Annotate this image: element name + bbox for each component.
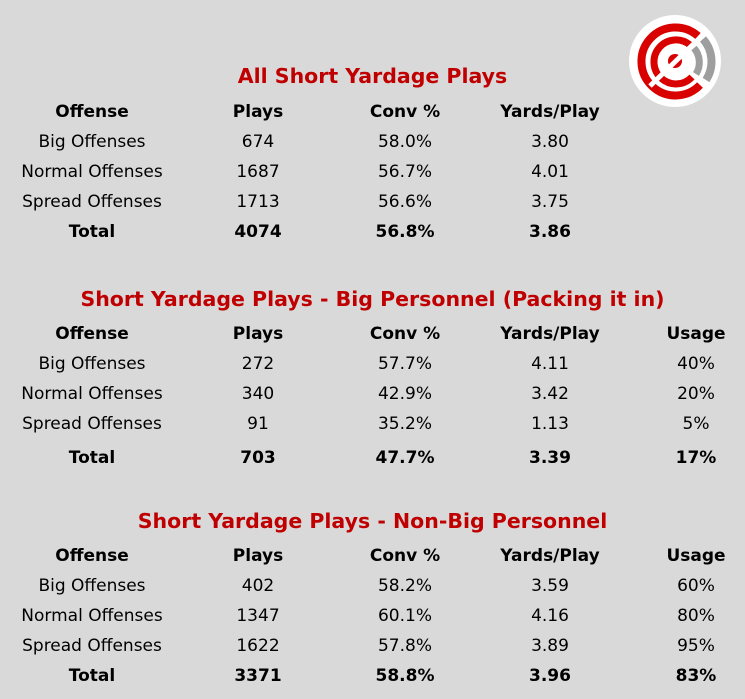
offense-cell: Spread Offenses [22, 414, 162, 434]
usage-cell: 20% [677, 384, 715, 404]
table-row: Big Offenses 272 57.7% 4.11 40% [0, 354, 745, 384]
col-ypp-header: Yards/Play [500, 546, 600, 566]
section-title-all: All Short Yardage Plays [237, 64, 508, 88]
ypp-cell: 3.80 [531, 132, 569, 152]
table-row: Normal Offenses 1687 56.7% 4.01 [0, 162, 745, 192]
ypp-cell: 4.01 [531, 162, 569, 182]
plays-cell: 3371 [234, 666, 282, 686]
col-plays-header: Plays [232, 324, 284, 344]
plays-cell: 703 [240, 448, 276, 468]
table-row: Spread Offenses 91 35.2% 1.13 5% [0, 414, 745, 444]
conv-cell: 56.6% [377, 192, 433, 212]
table-row: Big Offenses 674 58.0% 3.80 [0, 132, 745, 162]
table-header-row: Offense Plays Conv % Yards/Play Usage [0, 546, 745, 576]
plays-cell: 4074 [234, 222, 282, 242]
table-row: Normal Offenses 1347 60.1% 4.16 80% [0, 606, 745, 636]
conv-cell: 35.2% [377, 414, 433, 434]
col-plays-header: Plays [232, 546, 284, 566]
plays-cell: 674 [241, 132, 275, 152]
plays-cell: 1347 [236, 606, 280, 626]
ypp-cell: 1.13 [531, 414, 569, 434]
total-row: Total 3371 58.8% 3.96 83% [0, 666, 745, 696]
plays-cell: 1622 [236, 636, 280, 656]
usage-cell: 95% [677, 636, 715, 656]
offense-cell: Spread Offenses [22, 636, 162, 656]
col-plays-header: Plays [232, 102, 284, 122]
offense-cell: Spread Offenses [22, 192, 162, 212]
section-title-non-big-personnel: Short Yardage Plays - Non-Big Personnel [137, 509, 608, 533]
conv-cell: 56.8% [375, 222, 435, 242]
ypp-cell: 3.59 [531, 576, 569, 596]
plays-cell: 402 [241, 576, 275, 596]
offense-cell: Total [68, 222, 116, 242]
section-title-big-personnel: Short Yardage Plays - Big Personnel (Pac… [80, 287, 665, 311]
ypp-cell: 4.16 [531, 606, 569, 626]
conv-cell: 58.0% [377, 132, 433, 152]
offense-cell: Big Offenses [38, 132, 146, 152]
ypp-cell: 3.96 [529, 666, 571, 686]
col-offense-header: Offense [55, 546, 129, 566]
col-offense-header: Offense [55, 324, 129, 344]
conv-cell: 58.8% [375, 666, 435, 686]
usage-cell: 5% [682, 414, 710, 434]
table-row: Big Offenses 402 58.2% 3.59 60% [0, 576, 745, 606]
ypp-cell: 3.42 [531, 384, 569, 404]
conv-cell: 58.2% [377, 576, 433, 596]
table-row: Spread Offenses 1622 57.8% 3.89 95% [0, 636, 745, 666]
target-logo-icon [628, 14, 722, 108]
total-row: Total 4074 56.8% 3.86 [0, 222, 745, 252]
table-row: Spread Offenses 1713 56.6% 3.75 [0, 192, 745, 222]
col-conv-header: Conv % [369, 546, 441, 566]
table-header-row: Offense Plays Conv % Yards/Play [0, 102, 745, 132]
offense-cell: Big Offenses [38, 354, 146, 374]
col-ypp-header: Yards/Play [500, 324, 600, 344]
plays-cell: 272 [241, 354, 275, 374]
offense-cell: Normal Offenses [21, 606, 163, 626]
col-conv-header: Conv % [369, 102, 441, 122]
col-usage-header: Usage [666, 546, 726, 566]
offense-cell: Total [68, 448, 116, 468]
ypp-cell: 3.75 [531, 192, 569, 212]
offense-cell: Normal Offenses [21, 162, 163, 182]
usage-cell: 17% [675, 448, 717, 468]
ypp-cell: 3.39 [529, 448, 571, 468]
col-usage-header: Usage [666, 324, 726, 344]
plays-cell: 91 [247, 414, 269, 434]
usage-cell: 80% [677, 606, 715, 626]
plays-cell: 340 [241, 384, 275, 404]
usage-cell: 83% [675, 666, 717, 686]
col-offense-header: Offense [55, 102, 129, 122]
table-row: Normal Offenses 340 42.9% 3.42 20% [0, 384, 745, 414]
offense-cell: Normal Offenses [21, 384, 163, 404]
plays-cell: 1687 [236, 162, 280, 182]
usage-cell: 40% [677, 354, 715, 374]
conv-cell: 60.1% [377, 606, 433, 626]
conv-cell: 56.7% [377, 162, 433, 182]
offense-cell: Total [68, 666, 116, 686]
conv-cell: 57.8% [377, 636, 433, 656]
col-conv-header: Conv % [369, 324, 441, 344]
ypp-cell: 3.86 [529, 222, 571, 242]
total-row: Total 703 47.7% 3.39 17% [0, 448, 745, 478]
ypp-cell: 4.11 [531, 354, 569, 374]
conv-cell: 42.9% [377, 384, 433, 404]
plays-cell: 1713 [236, 192, 280, 212]
col-ypp-header: Yards/Play [500, 102, 600, 122]
offense-cell: Big Offenses [38, 576, 146, 596]
ypp-cell: 3.89 [531, 636, 569, 656]
conv-cell: 47.7% [375, 448, 435, 468]
conv-cell: 57.7% [377, 354, 433, 374]
usage-cell: 60% [677, 576, 715, 596]
table-header-row: Offense Plays Conv % Yards/Play Usage [0, 324, 745, 354]
